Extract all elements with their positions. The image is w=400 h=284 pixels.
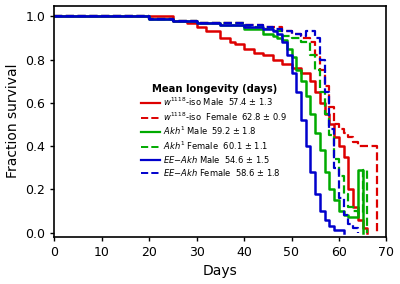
X-axis label: Days: Days	[203, 264, 238, 278]
Legend: $w^{1118}$-iso Male  57.4 ± 1.3, $w^{1118}$-iso  Female  62.8 ± 0.9, $Akh^{1}$ M: $w^{1118}$-iso Male 57.4 ± 1.3, $w^{1118…	[141, 84, 287, 178]
Y-axis label: Fraction survival: Fraction survival	[6, 64, 20, 178]
